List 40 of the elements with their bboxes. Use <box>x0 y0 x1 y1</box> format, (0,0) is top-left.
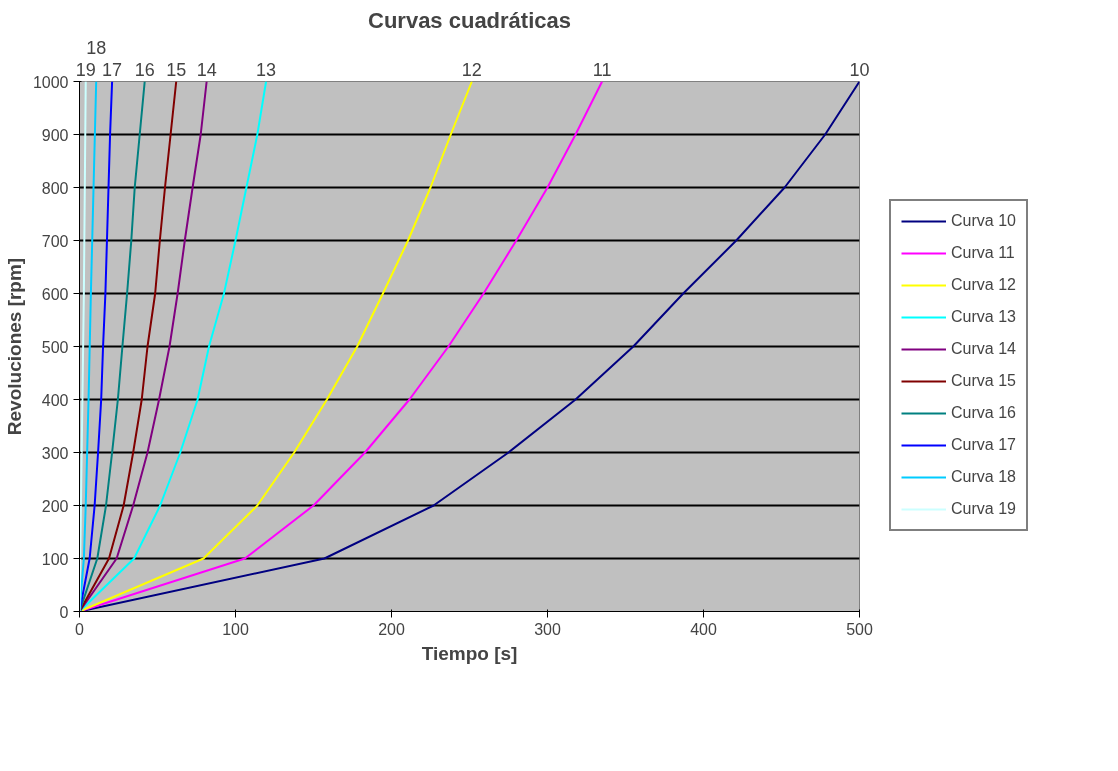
x-tick-label: 100 <box>222 620 249 638</box>
x-tick-label: 300 <box>534 620 561 638</box>
annotation: 18 <box>86 37 107 58</box>
y-tick-label: 700 <box>41 232 69 250</box>
y-tick-label: 300 <box>41 444 69 462</box>
annotation: 17 <box>102 59 123 80</box>
legend-label: Curva 11 <box>951 244 1015 262</box>
y-tick-label: 200 <box>41 497 69 515</box>
legend-label: Curva 10 <box>951 212 1016 230</box>
annotation: 11 <box>592 59 612 80</box>
legend-label: Curva 12 <box>951 276 1016 294</box>
x-tick-label: 400 <box>690 620 717 638</box>
x-tick-label: 0 <box>75 620 85 638</box>
legend-label: Curva 18 <box>951 468 1016 486</box>
y-tick-label: 1000 <box>32 73 69 91</box>
x-tick-label: 200 <box>378 620 405 638</box>
y-tick-label: 900 <box>41 126 69 144</box>
y-tick-label: 400 <box>41 391 69 409</box>
legend-label: Curva 16 <box>951 404 1016 422</box>
legend-label: Curva 13 <box>951 308 1016 326</box>
legend-label: Curva 14 <box>951 340 1016 358</box>
y-tick-label: 600 <box>41 285 69 303</box>
legend-label: Curva 15 <box>951 372 1016 390</box>
y-tick-label: 100 <box>41 550 69 568</box>
legend-label: Curva 19 <box>951 500 1016 518</box>
chart-title: Curvas cuadráticas <box>368 7 571 33</box>
annotation: 14 <box>196 59 217 80</box>
x-axis-title: Tiempo [s] <box>421 642 518 664</box>
x-tick-label: 500 <box>846 620 873 638</box>
legend-label: Curva 17 <box>951 436 1016 454</box>
y-axis-title: Revoluciones [rpm] <box>3 257 25 436</box>
annotation: 13 <box>256 59 277 80</box>
annotation: 16 <box>134 59 155 80</box>
annotation: 10 <box>849 59 870 80</box>
y-tick-label: 800 <box>41 179 69 197</box>
y-tick-label: 500 <box>41 338 69 356</box>
y-tick-label: 0 <box>59 603 69 621</box>
annotation: 15 <box>166 59 187 80</box>
annotation: 12 <box>461 59 482 80</box>
annotation: 19 <box>75 59 96 80</box>
